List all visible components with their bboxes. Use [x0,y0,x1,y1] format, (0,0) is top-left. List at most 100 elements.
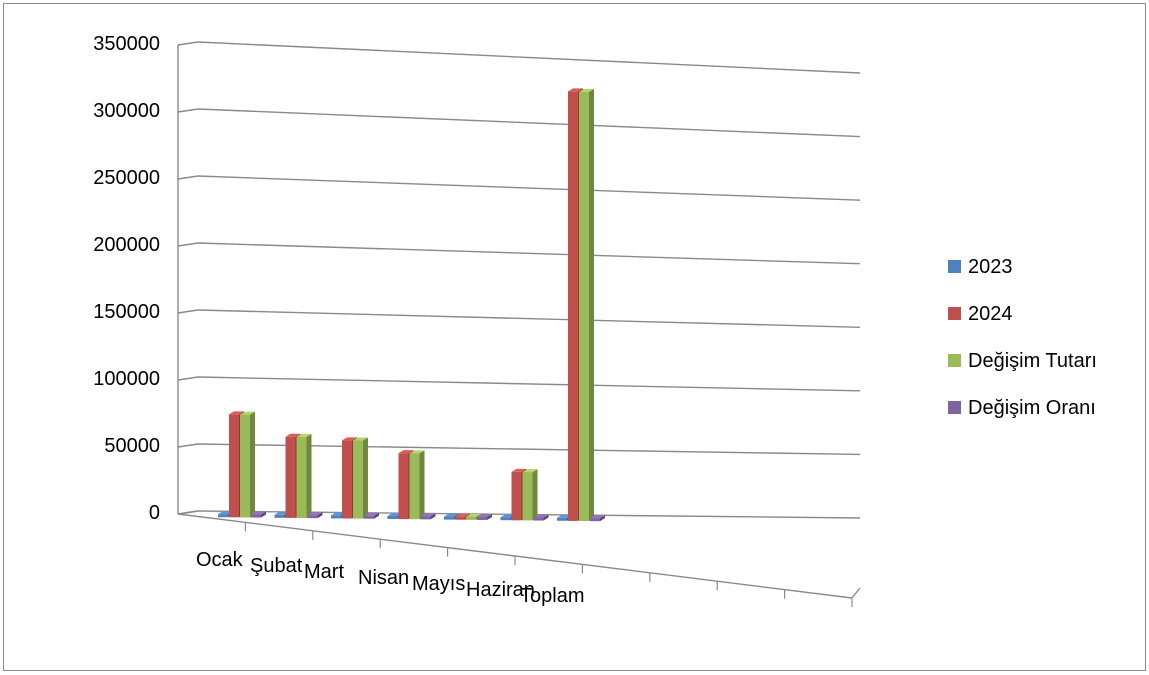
bar-mayıs-s2 [466,516,476,520]
bar-mart-s0 [331,515,341,519]
bar-toplam-s3 [590,518,600,522]
gridline-side [177,242,199,247]
bar-haziran-s3 [533,517,544,521]
legend-label: 2023 [968,256,1013,278]
bar-top [342,437,357,441]
bar-ocak-s1 [229,414,239,518]
bar-top [568,88,583,92]
bar-nisan-s1 [398,453,409,520]
bar-top [398,450,414,454]
bar-side [419,450,425,520]
bar-side [589,88,594,522]
bar-top [477,513,492,517]
gridline-side [177,175,199,180]
y-tick-label: 100000 [93,368,160,390]
bar-mart-s3 [364,515,374,519]
bar-top [455,513,470,517]
floor-right-edge [851,587,861,599]
bar-mayıs-s3 [477,516,487,520]
bar-top [251,511,266,515]
bar-side [600,515,605,522]
bar-top [511,468,527,472]
x-tick-label: Toplam [520,585,584,607]
legend-swatch [948,260,961,273]
gridlines [177,41,861,519]
bar-top [296,433,312,437]
bar-top [240,411,255,415]
x-tick-label: Mart [304,561,344,583]
gridline [197,309,861,328]
bar-şubat-s2 [296,436,307,519]
bar-side [317,512,323,519]
bar-top [420,513,436,517]
bar-nisan-s3 [420,516,431,520]
gridline [197,41,861,74]
bar-nisan-s0 [387,516,398,520]
gridline-side [177,376,199,381]
bar-haziran-s2 [522,472,533,521]
bar-side [532,469,538,521]
bar-top [307,512,323,516]
bar-top [522,469,538,473]
bar-top [444,513,459,517]
bar-side [430,513,436,520]
bar-top [285,433,301,437]
gridline-side [177,443,199,448]
legend-swatch [948,307,961,320]
legend-label: Değişim Tutarı [968,350,1097,372]
x-tick-label: Mayıs [412,573,465,595]
bar-side [543,514,549,521]
gridline-side [177,309,199,314]
y-tick-label: 150000 [93,301,160,323]
y-tick-label: 350000 [93,33,160,55]
bar-şubat-s3 [307,515,318,519]
gridline [197,175,861,201]
gridline [197,376,861,392]
legend-label: 2024 [968,303,1013,325]
bar-side [374,512,379,519]
bar-top [364,512,379,516]
bar-mart-s1 [342,440,352,519]
bar-haziran-s0 [500,517,511,521]
gridline-side [177,108,199,113]
bar-toplam-s2 [579,91,589,522]
bar-mayıs-s0 [444,516,454,520]
bar-side [363,437,368,519]
y-tick-label: 200000 [93,234,160,256]
bar-şubat-s0 [274,514,285,518]
floor-left-edge [177,510,199,515]
bar-side [487,513,492,520]
legend-swatch [948,401,961,414]
gridline [197,108,861,138]
legend: 2023 2024 Değişim Tutarı Değişim Oranı [948,256,1097,419]
y-tick-label: 0 [149,502,160,524]
bar-side [261,511,266,518]
bar-ocak-s2 [240,414,250,518]
bar-toplam-s1 [568,91,578,521]
bar-mart-s2 [353,440,363,519]
legend-swatch [948,354,961,367]
legend-label: Değişim Oranı [968,397,1096,419]
bar-ocak-s3 [251,514,261,518]
y-tick-label: 50000 [104,435,160,457]
bar-top [590,515,605,519]
bars [218,88,605,522]
bar-mayıs-s1 [455,516,465,520]
y-tick-label: 300000 [93,100,160,122]
bar-side [250,411,255,518]
bar-nisan-s2 [409,453,420,520]
bar-top [466,513,481,517]
bar-top [579,88,594,92]
bar-top [409,450,425,454]
bar-top [353,437,368,441]
bar-top [533,514,549,518]
bar-toplam-s0 [557,517,567,521]
gridline [197,242,861,265]
bar-şubat-s1 [285,436,296,518]
bar-side [306,433,312,519]
x-tick-label: Nisan [358,567,409,589]
x-tick-label: Haziran [466,579,535,601]
y-tick-label: 250000 [93,167,160,189]
axes [177,45,861,607]
